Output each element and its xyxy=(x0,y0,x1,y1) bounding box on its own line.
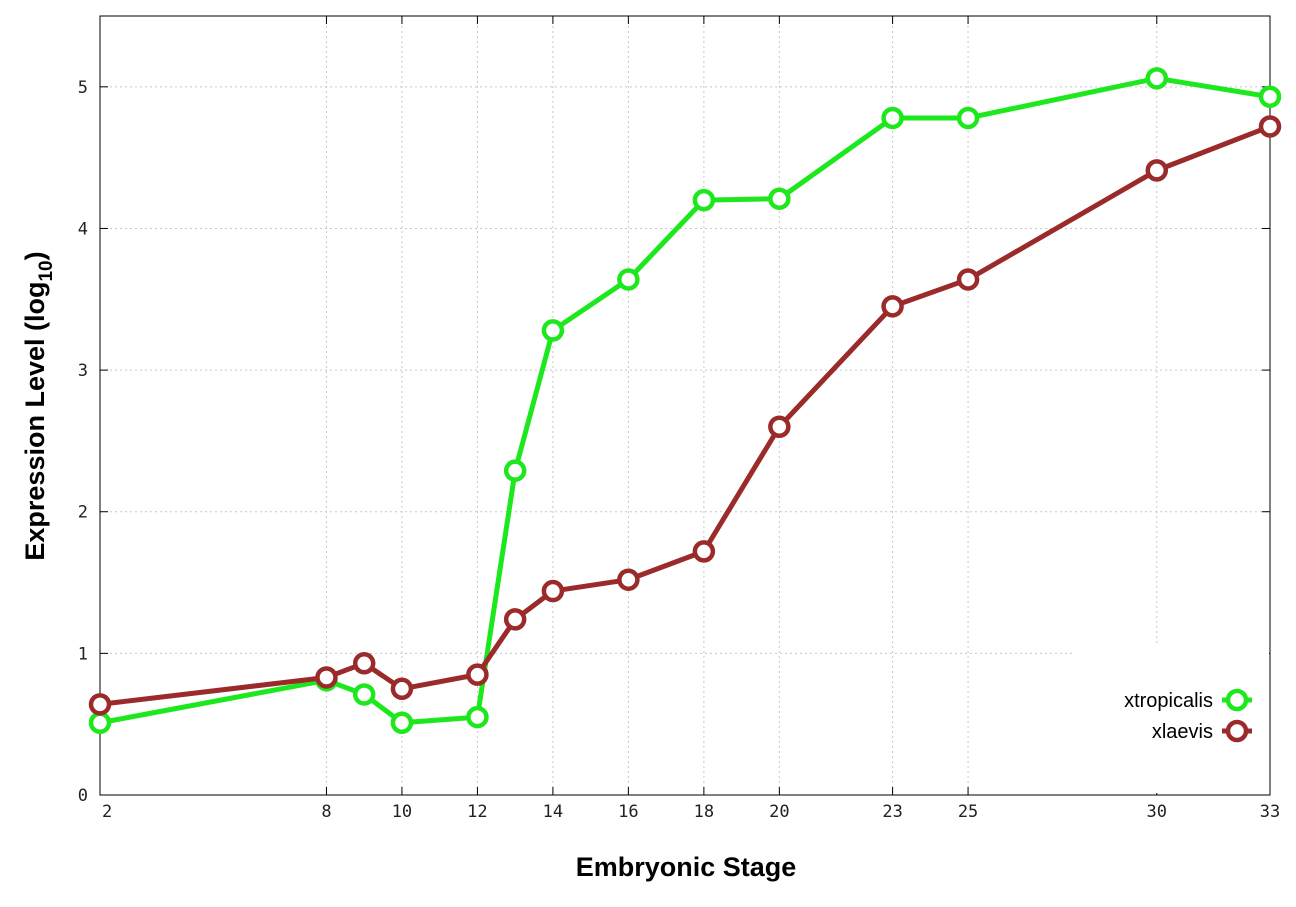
data-point-xlaevis xyxy=(881,295,904,318)
data-point-xtropicalis xyxy=(466,705,489,729)
data-point-xtropicalis xyxy=(1145,67,1169,90)
data-point-xlaevis xyxy=(1258,115,1282,138)
x-tick-label: 14 xyxy=(543,802,563,822)
x-tick-label: 33 xyxy=(1260,802,1280,822)
data-point-xtropicalis xyxy=(881,106,904,130)
x-tick-label: 23 xyxy=(882,802,902,822)
legend: xtropicalis xlaevis xyxy=(1072,643,1269,793)
data-point-xlaevis xyxy=(1145,159,1169,182)
y-tick-label: 2 xyxy=(78,503,88,523)
data-point-xtropicalis xyxy=(390,711,414,735)
series-group xyxy=(88,67,1282,735)
legend-box xyxy=(1072,643,1269,793)
x-tick-label: 16 xyxy=(618,802,638,822)
data-point-xlaevis xyxy=(466,663,489,686)
x-tick-label: 20 xyxy=(769,802,789,822)
data-point-xlaevis xyxy=(88,693,112,716)
x-tick-label: 25 xyxy=(958,802,978,822)
legend-swatch-marker xyxy=(1225,688,1249,712)
legend-swatch-marker xyxy=(1225,719,1249,743)
data-point-xtropicalis xyxy=(768,187,791,210)
data-point-xlaevis xyxy=(503,608,527,631)
data-point-xtropicalis xyxy=(352,683,376,706)
x-tick-label: 18 xyxy=(694,802,714,822)
data-point-xlaevis xyxy=(768,415,791,438)
data-point-xtropicalis xyxy=(541,319,565,342)
data-point-xlaevis xyxy=(315,666,338,689)
y-axis-title-sub: 10 xyxy=(36,260,57,281)
data-point-xtropicalis xyxy=(503,459,527,482)
x-tick-label: 30 xyxy=(1147,802,1167,822)
data-point-xlaevis xyxy=(692,540,716,563)
data-point-xtropicalis xyxy=(88,711,112,735)
data-point-xtropicalis xyxy=(956,106,980,130)
data-point-xlaevis xyxy=(352,652,376,675)
y-tick-label: 3 xyxy=(78,361,88,381)
data-point-xtropicalis xyxy=(617,268,640,291)
data-point-xlaevis xyxy=(390,677,414,701)
y-tick-label: 4 xyxy=(78,219,88,239)
legend-label-xlaevis: xlaevis xyxy=(1152,721,1213,743)
series-line-xtropicalis xyxy=(99,75,1271,726)
x-tick-label: 8 xyxy=(321,802,331,822)
x-axis-title: Embryonic Stage xyxy=(576,852,797,882)
plot-frame xyxy=(99,15,1271,796)
x-tick-label: 12 xyxy=(467,802,487,822)
y-tick-label: 1 xyxy=(78,644,88,664)
y-tick-label: 5 xyxy=(78,78,88,98)
y-tick-label: 0 xyxy=(78,786,88,806)
y-axis-title-main: Expression Level (log xyxy=(20,282,50,561)
legend-label-xtropicalis: xtropicalis xyxy=(1124,690,1213,712)
x-tick-label: 10 xyxy=(392,802,412,822)
data-point-xlaevis xyxy=(541,579,565,603)
y-axis-title: Expression Level (log10) xyxy=(20,251,57,560)
y-axis-title-end: ) xyxy=(20,251,50,260)
data-point-xlaevis xyxy=(617,568,640,591)
data-point-xtropicalis xyxy=(692,188,716,212)
series-line-xlaevis xyxy=(99,124,1271,707)
data-point-xtropicalis xyxy=(1258,85,1282,108)
data-point-xlaevis xyxy=(956,268,980,291)
x-tick-label: 2 xyxy=(102,802,112,822)
